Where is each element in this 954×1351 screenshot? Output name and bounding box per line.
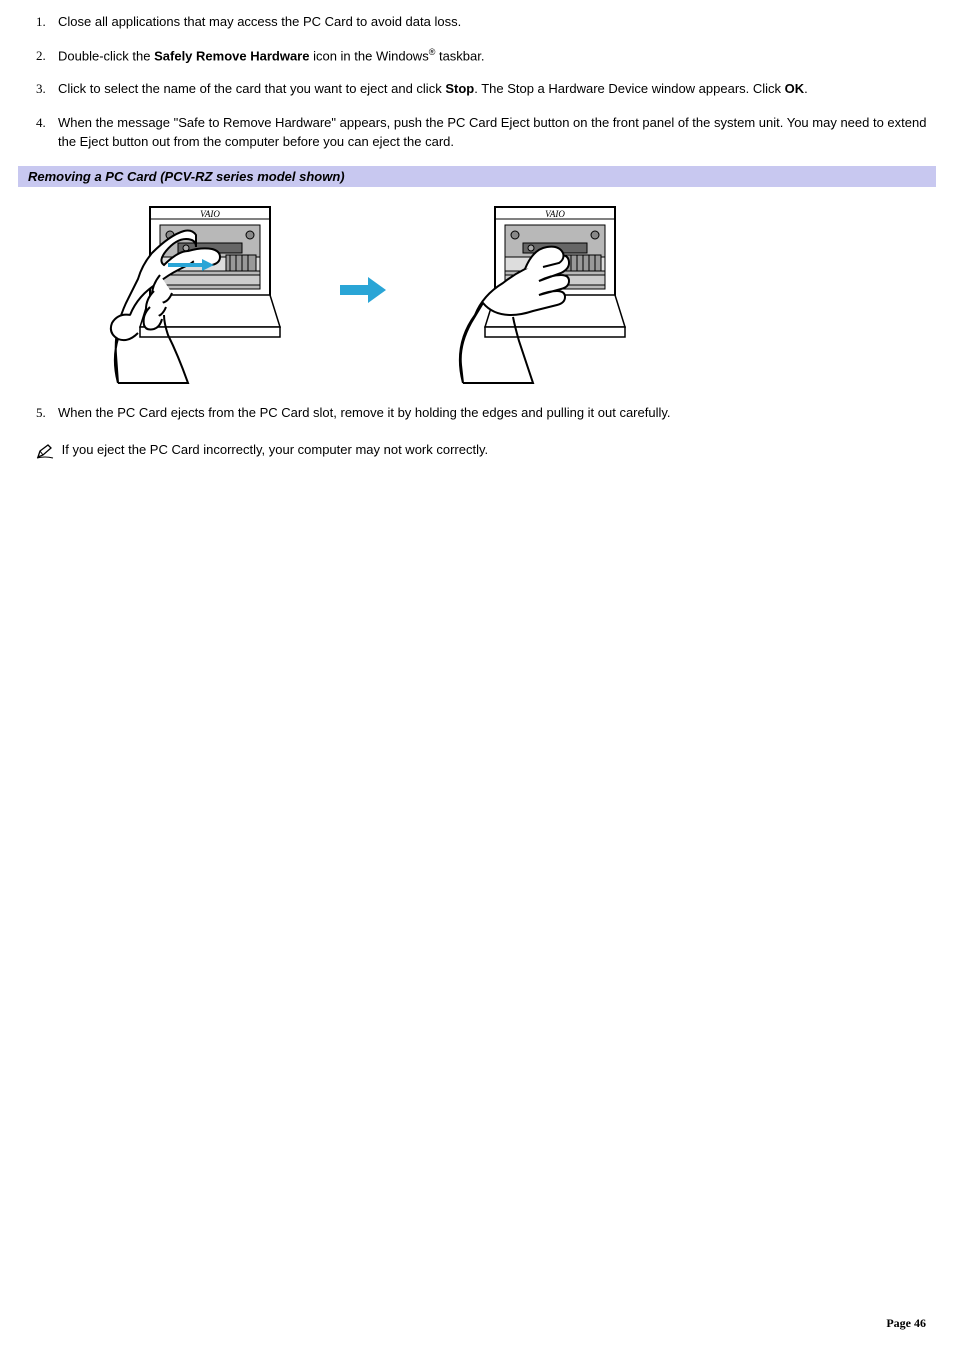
steps-list-second: When the PC Card ejects from the PC Card… [18, 403, 936, 423]
steps-list-first: Close all applications that may access t… [18, 12, 936, 152]
vaio-logo-left: VAIO [200, 209, 220, 219]
pc-card-remove-drawing-right: VAIO [413, 195, 653, 385]
step-3-seg-4: . [804, 81, 808, 96]
step-1-text: Close all applications that may access t… [58, 14, 461, 29]
illustration-panel-left: VAIO [68, 195, 308, 385]
step-3-seg-1: Stop [445, 81, 474, 96]
step-2-seg-1: Safely Remove Hardware [154, 48, 309, 63]
step-3: Click to select the name of the card tha… [58, 79, 936, 99]
illustration-container: VAIO [18, 195, 936, 385]
arrow-between-icon [338, 275, 388, 305]
pc-card-eject-drawing-left: VAIO [68, 195, 308, 385]
note-text: If you eject the PC Card incorrectly, yo… [62, 442, 489, 457]
step-1: Close all applications that may access t… [58, 12, 936, 32]
note-pencil-icon [36, 443, 54, 459]
illustration-caption: Removing a PC Card (PCV-RZ series model … [18, 166, 936, 187]
page-footer: Page 46 [886, 1316, 926, 1331]
step-5-text: When the PC Card ejects from the PC Card… [58, 405, 671, 420]
vaio-logo-right: VAIO [545, 209, 565, 219]
step-3-seg-2: . The Stop a Hardware Device window appe… [474, 81, 784, 96]
step-4-text: When the message "Safe to Remove Hardwar… [58, 115, 926, 150]
illustration-panel-right: VAIO [413, 195, 653, 385]
step-4: When the message "Safe to Remove Hardwar… [58, 113, 936, 152]
step-2-seg-0: Double-click the [58, 48, 154, 63]
step-5: When the PC Card ejects from the PC Card… [58, 403, 936, 423]
note-line: If you eject the PC Card incorrectly, yo… [18, 440, 936, 460]
step-3-seg-0: Click to select the name of the card tha… [58, 81, 445, 96]
step-3-seg-3: OK [785, 81, 805, 96]
illustration: VAIO [68, 195, 688, 385]
step-2-seg-4: taskbar. [435, 48, 484, 63]
step-2-seg-2: icon in the Windows [309, 48, 428, 63]
page-content: Close all applications that may access t… [0, 0, 954, 460]
step-2: Double-click the Safely Remove Hardware … [58, 46, 936, 66]
